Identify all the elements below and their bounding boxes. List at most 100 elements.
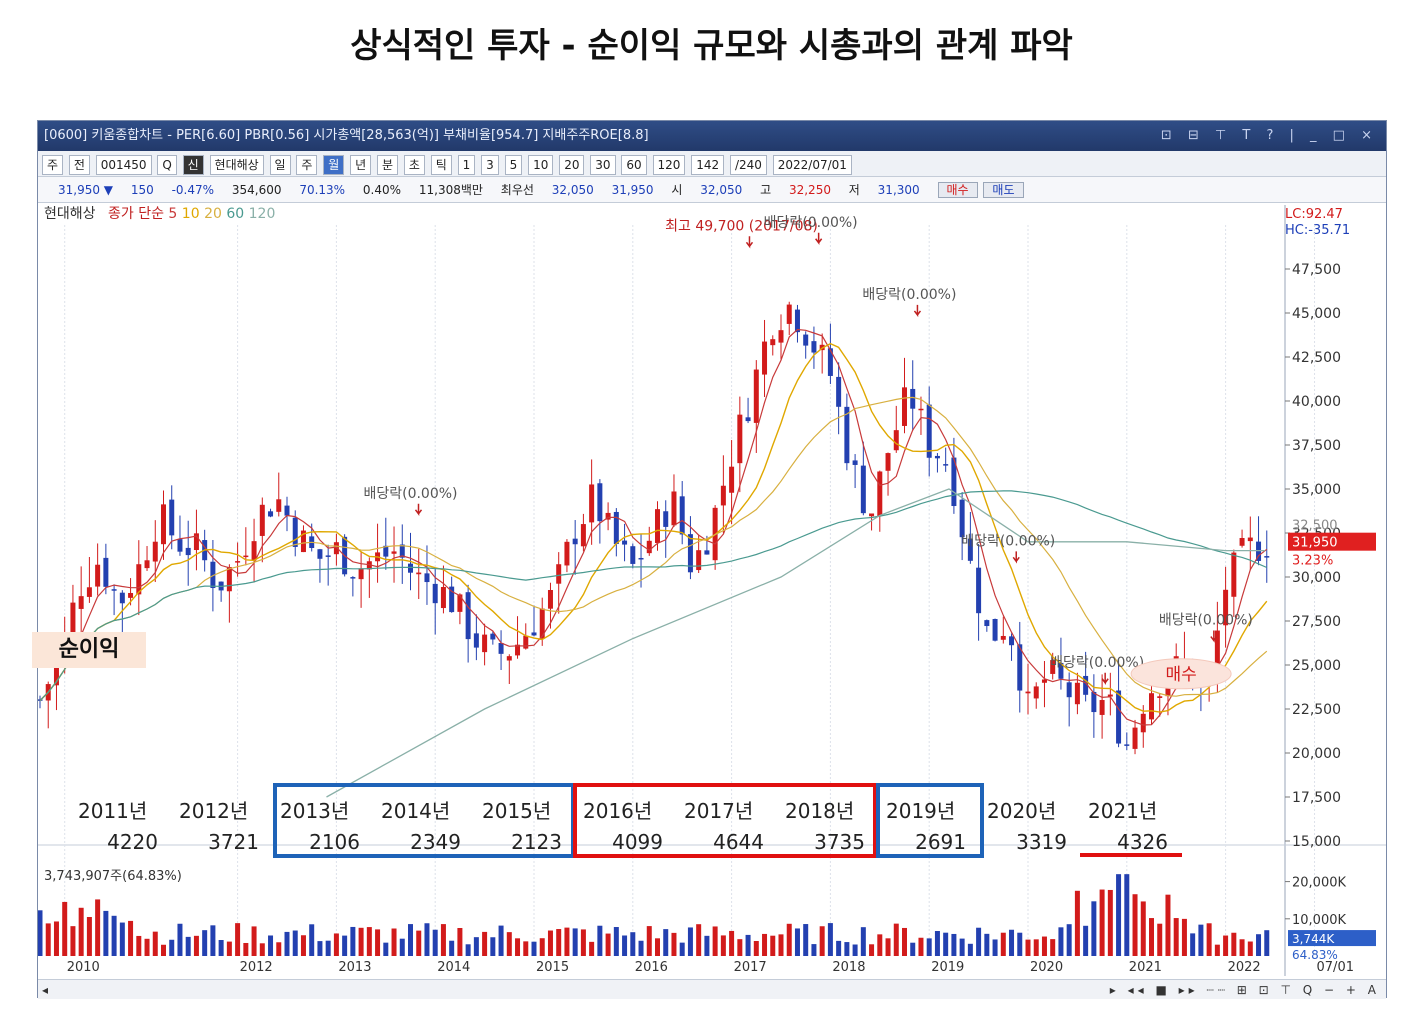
candle-body [226, 567, 232, 592]
x-tick-label: 2017 [734, 960, 767, 975]
interval-60[interactable]: 60 [621, 154, 647, 175]
volume-bar [1190, 933, 1196, 956]
volume-bar [53, 921, 59, 956]
candle-body [852, 460, 858, 465]
candle-body [136, 564, 142, 595]
volume-bar [967, 943, 973, 956]
volume-bar [440, 924, 446, 956]
volume-bar [531, 941, 537, 956]
volume-bar [844, 942, 850, 956]
period-day[interactable]: 일 [269, 154, 291, 175]
volume-bar [1140, 901, 1146, 956]
volume-tick-label: 20,000K [1292, 876, 1346, 891]
date-input[interactable]: 2022/07/01 [772, 154, 852, 175]
bottom-scrollbar[interactable]: ◂ ▸ ◂◂ ■ ▸▸ ┈┈ ⊞ ⊡ ⊤ Q − + A [38, 979, 1386, 999]
annotation-arrow [1210, 630, 1218, 643]
volume-bar [515, 938, 521, 956]
income-value: 4099 [612, 830, 663, 854]
volume-bar [1033, 939, 1039, 956]
candle-body [918, 408, 924, 411]
interval-1[interactable]: 1 [457, 154, 476, 175]
volume-bar [992, 939, 998, 956]
best-bid: 31,950 [611, 183, 654, 197]
interval-3[interactable]: 3 [481, 154, 499, 175]
chart-window: [0600] 키움종합차트 - PER[6.60] PBR[0.56] 시가총액… [37, 120, 1387, 999]
period-month[interactable]: 월 [323, 154, 345, 175]
candle-body [943, 464, 949, 466]
volume-bar [506, 932, 512, 956]
window-titlebar[interactable]: [0600] 키움종합차트 - PER[6.60] PBR[0.56] 시가총액… [38, 121, 1386, 151]
bar-count-input[interactable]: 142 [691, 154, 725, 175]
volume-bar [827, 923, 833, 956]
interval-30[interactable]: 30 [590, 154, 616, 175]
volume-bar [943, 932, 949, 956]
candle-body [984, 620, 990, 627]
period-year[interactable]: 년 [350, 154, 372, 175]
price-chart[interactable]: 2010 2012 2013 2014 2015 2016 2017 2018 2019 2020… [38, 121, 1386, 979]
candle-body [292, 517, 298, 547]
stock-name-field[interactable]: 현대해상 [209, 154, 264, 175]
volume-bar [1231, 932, 1237, 956]
tool-all[interactable]: 전 [68, 154, 90, 175]
ma60-line [39, 490, 1268, 702]
volume-bar [655, 938, 660, 956]
open-price: 32,050 [700, 183, 743, 197]
volume-bar [902, 927, 907, 956]
income-year: 2013년 [280, 799, 350, 823]
candle-body [580, 524, 586, 547]
scroll-left-icon[interactable]: ◂ [42, 983, 49, 997]
candle-body [663, 511, 669, 527]
candle-body [416, 572, 422, 575]
candle-body [951, 457, 957, 507]
trade-volume: 354,600 [231, 183, 282, 197]
search-icon[interactable]: Q [157, 154, 177, 175]
volume-bar [152, 931, 158, 956]
period-week[interactable]: 주 [296, 154, 318, 175]
candle-body [803, 334, 809, 346]
stock-code-input[interactable]: 001450 [95, 154, 152, 175]
tool-week[interactable]: 주 [42, 154, 64, 175]
y-tick-label: 47,500 [1292, 262, 1341, 278]
volume-bar [62, 901, 68, 956]
volume-bar [144, 938, 150, 956]
interval-10[interactable]: 10 [528, 154, 554, 175]
candle-body [696, 550, 702, 571]
high-label: 고 [760, 183, 772, 197]
interval-5[interactable]: 5 [504, 154, 523, 175]
candle-body [284, 505, 290, 516]
volume-bar [268, 935, 274, 956]
x-tick-label: 2016 [635, 960, 668, 975]
volume-bar [136, 935, 142, 956]
candle-body [1050, 660, 1056, 674]
buy-button[interactable]: 매수 [937, 182, 978, 198]
period-minute[interactable]: 분 [377, 154, 399, 175]
candle-body [1058, 662, 1064, 679]
candle-body [737, 414, 743, 464]
candle-body [523, 635, 529, 649]
interval-20[interactable]: 20 [559, 154, 585, 175]
annotation-label: 배당락(0.00%) [1050, 655, 1144, 671]
interval-120[interactable]: 120 [652, 154, 686, 175]
candle-body [860, 465, 866, 514]
window-controls[interactable]: ⊡ ⊟ ⊤ T ? | _ □ × [1160, 128, 1378, 143]
candle-body [844, 406, 850, 464]
volume-bar [630, 932, 636, 956]
income-year: 2012년 [179, 799, 249, 823]
volume-bar [1009, 929, 1015, 956]
candle-body [630, 546, 636, 564]
volume-bar [539, 938, 545, 956]
sell-button[interactable]: 매도 [983, 182, 1024, 198]
volume-bar [696, 924, 702, 956]
candle-body [967, 538, 973, 561]
playback-controls[interactable]: ▸ ◂◂ ■ ▸▸ ┈┈ ⊞ ⊡ ⊤ Q − + A [1109, 983, 1380, 997]
tool-new[interactable]: 신 [182, 154, 204, 175]
volume-bar [1247, 941, 1253, 956]
candle-body [457, 594, 463, 612]
period-second[interactable]: 초 [403, 154, 425, 175]
income-year: 2014년 [381, 799, 451, 823]
volume-bar [1116, 874, 1122, 956]
period-tick[interactable]: 틱 [430, 154, 452, 175]
volume-bar [622, 935, 628, 956]
volume-bar [350, 926, 356, 956]
legend-ma5: 5 [168, 206, 178, 222]
